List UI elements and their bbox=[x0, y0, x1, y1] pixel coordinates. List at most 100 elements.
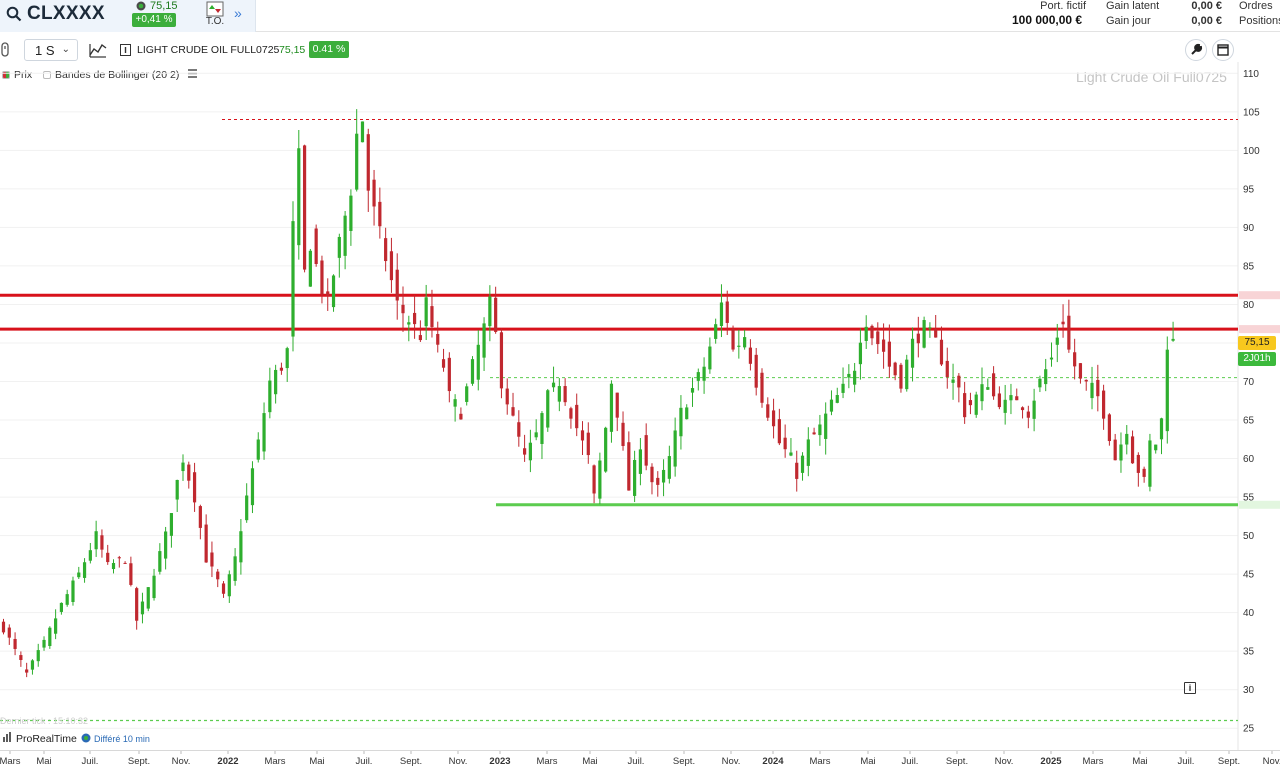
candle-body bbox=[36, 650, 40, 662]
candle-body bbox=[951, 379, 955, 383]
candle-body bbox=[615, 392, 619, 418]
candle-body bbox=[30, 660, 35, 670]
price-chart[interactable]: 110105100959085807570656055504540353025 … bbox=[0, 32, 1280, 775]
candle-body bbox=[94, 531, 98, 550]
chart-toolbar: 1 S ⌄ LIGHT CRUDE OIL FULL0725 75,15 0.4… bbox=[0, 38, 1280, 62]
candle-body bbox=[1113, 439, 1117, 461]
chevron-down-icon: ⌄ bbox=[61, 44, 70, 55]
search-icon[interactable] bbox=[6, 6, 22, 22]
candle-body bbox=[42, 639, 46, 648]
symbol-name[interactable]: CLXXXX bbox=[27, 3, 105, 24]
level-axis-marker bbox=[1239, 500, 1280, 509]
candle-body bbox=[580, 430, 585, 441]
wrench-button[interactable] bbox=[1185, 39, 1207, 61]
candle-body bbox=[650, 466, 654, 483]
candle-body bbox=[106, 552, 110, 563]
y-tick-label: 110 bbox=[1243, 69, 1259, 80]
candle-body bbox=[1125, 433, 1129, 445]
candle-body bbox=[436, 333, 440, 345]
instrument-info-icon[interactable] bbox=[120, 44, 131, 56]
window-button[interactable] bbox=[1212, 39, 1234, 61]
candle-body bbox=[326, 291, 330, 296]
legend-bollinger[interactable]: Bandes de Bollinger (20 2) bbox=[43, 69, 179, 81]
candle-body bbox=[980, 384, 984, 402]
candle-body bbox=[274, 369, 278, 395]
candle-body bbox=[806, 439, 810, 466]
candle-body bbox=[1073, 352, 1077, 367]
candle-body bbox=[575, 404, 579, 429]
candle-body bbox=[563, 386, 567, 403]
candle-body bbox=[250, 468, 255, 506]
candle-body bbox=[789, 452, 793, 456]
drag-handle-icon[interactable] bbox=[0, 41, 14, 59]
x-tick-label: Sept. bbox=[1218, 756, 1240, 767]
candle-body bbox=[858, 342, 863, 365]
candle-body bbox=[644, 435, 648, 466]
price-series-swatch bbox=[2, 71, 10, 79]
bar-countdown-tag: 2J01h bbox=[1238, 352, 1276, 366]
candle-body bbox=[893, 362, 897, 376]
positions-link[interactable]: Positions bbox=[1239, 15, 1280, 27]
x-tick-label: Nov. bbox=[1263, 756, 1280, 767]
candle-body bbox=[204, 524, 208, 563]
candle-body bbox=[82, 562, 87, 578]
candle-body bbox=[534, 432, 538, 438]
candle-body bbox=[360, 121, 365, 143]
x-tick-label: Sept. bbox=[673, 756, 695, 767]
candle-body bbox=[378, 201, 382, 227]
y-tick-label: 90 bbox=[1243, 223, 1255, 234]
candle-body bbox=[227, 574, 231, 597]
candle-body bbox=[1142, 468, 1146, 477]
day-gain-value: 0,00 € bbox=[1191, 15, 1222, 27]
x-tick-label: Mars bbox=[536, 756, 557, 767]
candle-body bbox=[1003, 399, 1007, 413]
candle-body bbox=[245, 495, 249, 521]
candle-body bbox=[476, 344, 480, 380]
chart-type-icon[interactable] bbox=[88, 41, 108, 59]
candle-body bbox=[748, 347, 753, 364]
candle-body bbox=[853, 370, 857, 385]
candle-body bbox=[175, 479, 179, 500]
candle-body bbox=[100, 535, 104, 550]
candle-body bbox=[499, 332, 504, 389]
candle-body bbox=[714, 324, 718, 339]
last-tick-time: Dernier tick : 15:10:32 bbox=[0, 716, 89, 726]
trading-order-button[interactable]: T.O. bbox=[201, 1, 229, 31]
trading-order-label: T.O. bbox=[205, 16, 225, 27]
legend-bollinger-label: Bandes de Bollinger (20 2) bbox=[55, 69, 180, 81]
candle-body bbox=[216, 571, 220, 580]
x-tick-label: Mai bbox=[582, 756, 597, 767]
candle-body bbox=[876, 331, 880, 345]
info-icon[interactable]: i bbox=[1184, 682, 1196, 694]
double-chevron-right-icon[interactable]: » bbox=[234, 5, 242, 21]
candle-body bbox=[71, 580, 75, 603]
candle-body bbox=[1078, 363, 1083, 379]
candle-body bbox=[1084, 379, 1088, 382]
candle-body bbox=[540, 413, 544, 444]
candle-body bbox=[140, 601, 145, 615]
candle-body bbox=[760, 372, 764, 403]
x-tick-label: Juil. bbox=[628, 756, 645, 767]
candle-body bbox=[719, 302, 724, 327]
top-bar: CLXXXX 75,15 +0,41 % T.O. » Port. fictif… bbox=[0, 0, 1280, 32]
candle-body bbox=[1119, 444, 1123, 461]
symbol-change-badge: +0,41 % bbox=[132, 13, 176, 27]
timeframe-select[interactable]: 1 S ⌄ bbox=[24, 39, 78, 61]
candle-body bbox=[366, 134, 370, 191]
candle-body bbox=[1061, 321, 1065, 325]
symbol-box[interactable]: CLXXXX 75,15 +0,41 % T.O. » bbox=[0, 0, 256, 32]
y-tick-label: 70 bbox=[1243, 377, 1255, 388]
candle-body bbox=[389, 251, 394, 281]
y-tick-label: 50 bbox=[1243, 531, 1255, 542]
candle-body bbox=[1096, 379, 1100, 397]
candle-body bbox=[291, 221, 295, 337]
candle-body bbox=[835, 395, 839, 403]
y-tick-label: 30 bbox=[1243, 685, 1255, 696]
x-tick-label: Nov. bbox=[722, 756, 741, 767]
orders-link[interactable]: Ordres bbox=[1239, 0, 1273, 12]
candle-body bbox=[783, 437, 787, 450]
candle-body bbox=[690, 388, 695, 393]
candle-body bbox=[221, 583, 226, 594]
realtime-status-icon bbox=[136, 1, 146, 11]
legend-price[interactable]: Prix bbox=[2, 69, 32, 81]
